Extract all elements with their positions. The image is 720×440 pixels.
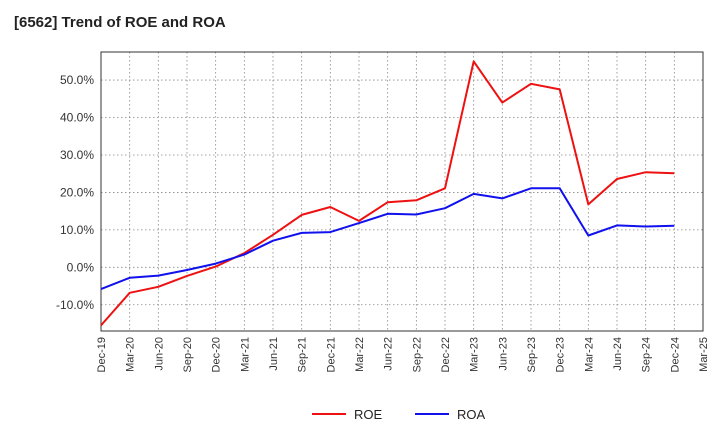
x-tick-label: Sep-24	[641, 337, 653, 372]
x-tick-label: Jun-24	[612, 337, 624, 371]
x-tick-label: Mar-22	[354, 337, 366, 372]
x-tick-label: Mar-24	[583, 337, 595, 372]
plot-frame	[100, 51, 704, 332]
legend-label-roe: ROE	[354, 407, 383, 422]
x-tick-label: Jun-21	[268, 337, 280, 371]
x-axis: Dec-19 Mar-20 Jun-20 Sep-20 Dec-20 Mar-21 Jun-…	[96, 337, 710, 372]
chart-title: [6562] Trend of ROE and ROA	[14, 14, 226, 31]
y-tick-label: 30.0%	[60, 148, 94, 162]
x-tick-label: Dec-21	[325, 337, 337, 372]
x-tick-label: Mar-23	[469, 337, 481, 372]
x-tick-label: Sep-23	[526, 337, 538, 372]
x-tick-label: Jun-22	[383, 337, 395, 371]
y-tick-label: 50.0%	[60, 73, 94, 87]
x-tick-label: Sep-21	[297, 337, 309, 372]
y-axis: -10.0% 0.0% 10.0% 20.0% 30.0% 40.0% 50.0%	[56, 73, 94, 312]
grid	[101, 52, 703, 331]
x-tick-label: Dec-19	[96, 337, 108, 372]
series-lines	[100, 60, 675, 327]
series-line-roa	[100, 187, 675, 291]
series-line-roe	[100, 60, 675, 327]
x-tick-label: Mar-20	[125, 337, 137, 372]
x-tick-label: Dec-22	[440, 337, 452, 372]
x-tick-label: Dec-23	[555, 337, 567, 372]
y-tick-label: -10.0%	[56, 298, 94, 312]
y-tick-label: 20.0%	[60, 185, 94, 199]
x-tick-label: Dec-24	[669, 337, 681, 372]
y-tick-label: 10.0%	[60, 223, 94, 237]
x-tick-label: Jun-23	[497, 337, 509, 371]
x-tick-label: Sep-20	[182, 337, 194, 372]
legend-label-roa: ROA	[457, 407, 486, 422]
x-tick-label: Dec-20	[211, 337, 223, 372]
plot-background	[101, 52, 703, 331]
x-tick-label: Mar-21	[239, 337, 251, 372]
legend: ROE ROA	[312, 407, 486, 422]
x-tick-label: Mar-25	[698, 337, 710, 372]
y-tick-label: 0.0%	[67, 260, 95, 274]
y-tick-label: 40.0%	[60, 111, 94, 125]
x-tick-label: Jun-20	[153, 337, 165, 371]
x-tick-label: Sep-22	[411, 337, 423, 372]
